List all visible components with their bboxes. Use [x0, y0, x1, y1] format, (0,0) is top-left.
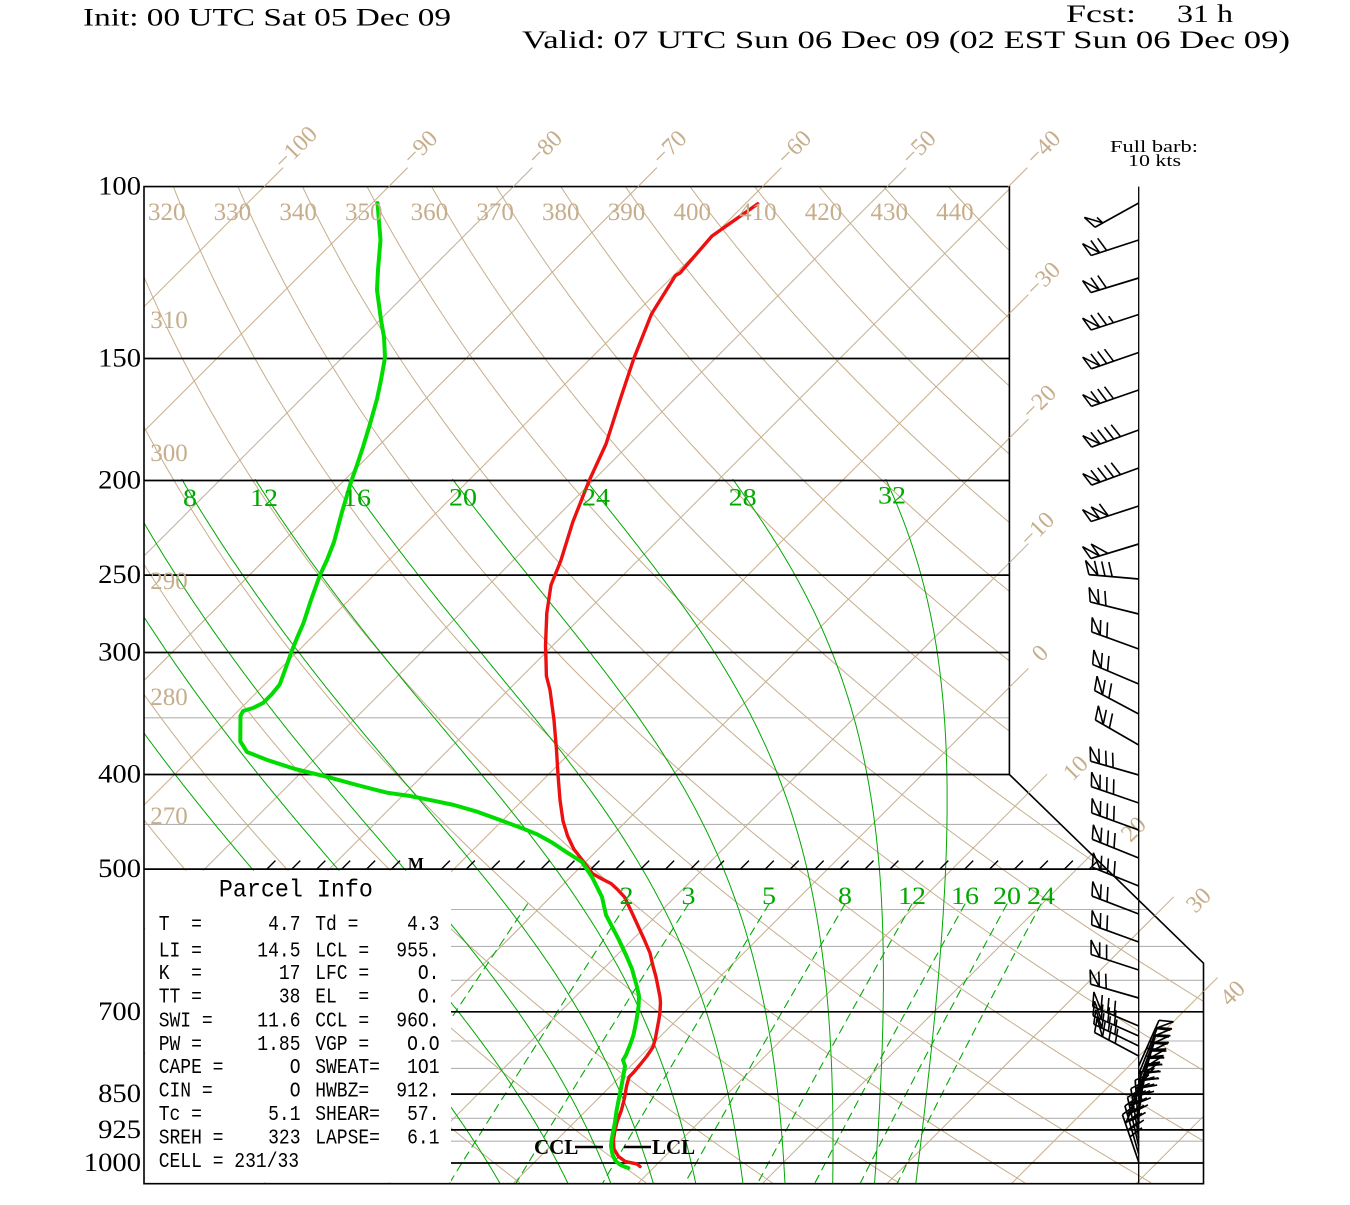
svg-text:O: O: [290, 1057, 301, 1080]
svg-text:8: 8: [838, 883, 852, 910]
svg-text:16: 16: [951, 883, 979, 910]
svg-text:24: 24: [1027, 883, 1056, 910]
svg-text:340: 340: [279, 199, 317, 226]
svg-text:912.: 912.: [396, 1081, 439, 1104]
svg-text:11.6: 11.6: [257, 1010, 300, 1033]
svg-text:LAPSE=: LAPSE=: [315, 1127, 380, 1150]
svg-text:320: 320: [148, 199, 186, 226]
svg-text:SHEAR=: SHEAR=: [315, 1104, 380, 1127]
svg-text:31 h: 31 h: [1177, 1, 1234, 28]
svg-text:390: 390: [608, 199, 646, 226]
svg-text:350: 350: [345, 199, 383, 226]
svg-text:32: 32: [878, 483, 906, 510]
svg-text:CAPE =: CAPE =: [159, 1057, 224, 1080]
svg-text:HWBZ=: HWBZ=: [315, 1081, 369, 1104]
svg-text:280: 280: [150, 684, 188, 711]
svg-text:38: 38: [279, 986, 301, 1009]
svg-text:CCL: CCL: [534, 1135, 578, 1159]
svg-text:6.1: 6.1: [407, 1127, 439, 1150]
svg-text:8: 8: [183, 485, 197, 512]
svg-text:SWEAT=: SWEAT=: [315, 1057, 380, 1080]
svg-text:SREH =: SREH =: [159, 1127, 224, 1150]
svg-text:O.O: O.O: [407, 1034, 439, 1057]
svg-text:12: 12: [250, 485, 278, 512]
svg-text:290: 290: [150, 568, 188, 595]
svg-text:16: 16: [343, 485, 371, 512]
svg-text:24: 24: [582, 485, 611, 512]
svg-text:LFC =: LFC =: [315, 963, 369, 986]
svg-text:2: 2: [620, 883, 634, 910]
svg-text:330: 330: [214, 199, 252, 226]
svg-text:1.85: 1.85: [257, 1034, 300, 1057]
svg-text:17: 17: [279, 963, 301, 986]
svg-text:O.: O.: [418, 986, 440, 1009]
svg-text:Tc =: Tc =: [159, 1104, 202, 1127]
svg-text:300: 300: [150, 440, 188, 467]
svg-text:420: 420: [805, 199, 843, 226]
svg-text:850: 850: [98, 1079, 141, 1108]
svg-text:57.: 57.: [407, 1104, 439, 1127]
svg-text:500: 500: [98, 854, 141, 883]
svg-text:440: 440: [936, 199, 974, 226]
svg-text:700: 700: [98, 997, 141, 1026]
svg-text:310: 310: [150, 307, 188, 334]
svg-text:VGP =: VGP =: [315, 1034, 369, 1057]
svg-text:T =: T =: [159, 914, 202, 937]
svg-text:400: 400: [98, 760, 141, 789]
svg-text:150: 150: [98, 344, 141, 373]
svg-text:12: 12: [898, 883, 926, 910]
svg-text:5: 5: [762, 883, 776, 910]
svg-text:K =: K =: [159, 963, 202, 986]
svg-text:PW =: PW =: [159, 1034, 202, 1057]
svg-text:270: 270: [150, 803, 188, 830]
svg-text:14.5: 14.5: [257, 940, 300, 963]
svg-text:M: M: [408, 854, 424, 873]
svg-text:20: 20: [993, 883, 1021, 910]
svg-text:4.3: 4.3: [407, 914, 439, 937]
svg-text:Valid: 07 UTC Sun 06 Dec 09 (0: Valid: 07 UTC Sun 06 Dec 09 (02 EST Sun …: [522, 27, 1290, 54]
svg-text:250: 250: [98, 560, 141, 589]
svg-text:323: 323: [268, 1127, 300, 1150]
svg-text:955.: 955.: [396, 940, 439, 963]
svg-text:CCL =: CCL =: [315, 1010, 369, 1033]
svg-text:Fcst:: Fcst:: [1066, 1, 1136, 28]
svg-text:400: 400: [673, 199, 711, 226]
svg-text:5.1: 5.1: [268, 1104, 300, 1127]
svg-text:1O1: 1O1: [407, 1057, 439, 1080]
svg-text:20: 20: [449, 485, 477, 512]
svg-text:LCL =: LCL =: [315, 940, 369, 963]
svg-text:28: 28: [729, 485, 757, 512]
svg-text:LCL: LCL: [652, 1135, 695, 1159]
svg-text:10 kts: 10 kts: [1128, 151, 1181, 170]
svg-text:1000: 1000: [84, 1148, 141, 1177]
svg-text:3: 3: [682, 883, 696, 910]
svg-text:CIN =: CIN =: [159, 1081, 213, 1104]
svg-text:O: O: [290, 1081, 301, 1104]
svg-text:925: 925: [98, 1115, 141, 1144]
svg-text:410: 410: [739, 199, 777, 226]
svg-text:SWI =: SWI =: [159, 1010, 213, 1033]
svg-text:Td =: Td =: [315, 914, 358, 937]
svg-text:430: 430: [870, 199, 908, 226]
svg-text:LI =: LI =: [159, 940, 202, 963]
svg-text:EL =: EL =: [315, 986, 369, 1009]
svg-text:100: 100: [98, 172, 141, 201]
svg-text:4.7: 4.7: [268, 914, 300, 937]
svg-text:360: 360: [411, 199, 449, 226]
svg-text:300: 300: [98, 638, 141, 667]
svg-text:96O.: 96O.: [396, 1010, 439, 1033]
svg-text:370: 370: [476, 199, 514, 226]
svg-text:Parcel Info: Parcel Info: [219, 876, 373, 905]
svg-text:200: 200: [98, 466, 141, 495]
svg-text:TT =: TT =: [159, 986, 202, 1009]
svg-text:O.: O.: [418, 963, 440, 986]
svg-text:380: 380: [542, 199, 580, 226]
svg-text:CELL = 231/33: CELL = 231/33: [159, 1151, 299, 1174]
svg-text:Init: 00 UTC Sat 05 Dec 09: Init: 00 UTC Sat 05 Dec 09: [83, 5, 451, 32]
